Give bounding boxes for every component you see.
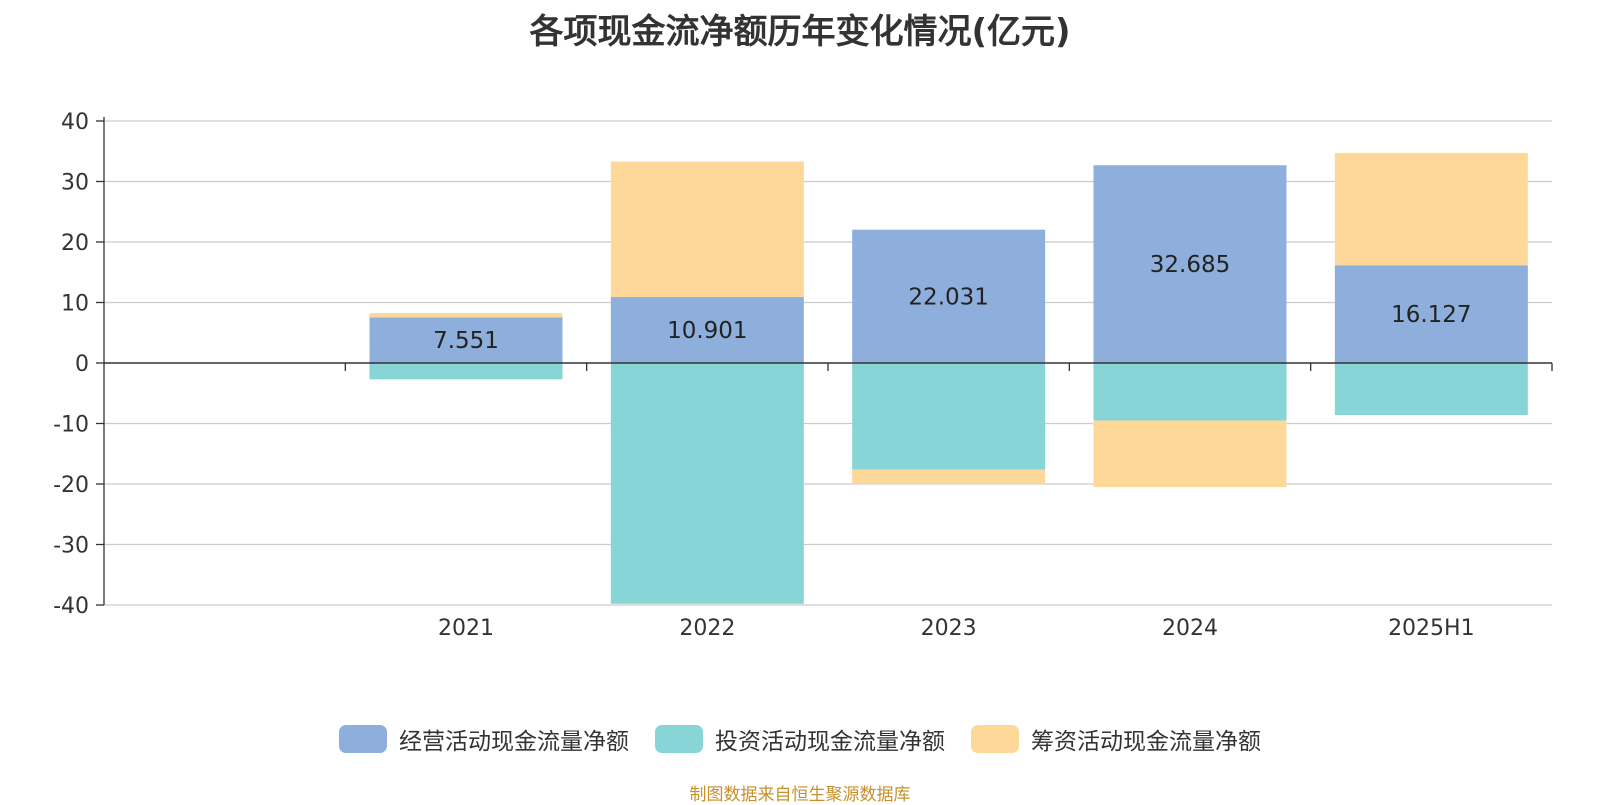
chart-title: 各项现金流净额历年变化情况(亿元) <box>529 12 1071 52</box>
data-label: 32.685 <box>1150 252 1230 278</box>
bar-segment <box>369 317 563 363</box>
bar-segment <box>852 469 1046 484</box>
bar-segment <box>369 313 563 318</box>
data-label: 16.127 <box>1391 302 1471 328</box>
bar-segment <box>1334 152 1528 266</box>
data-label: 22.031 <box>908 284 988 310</box>
bar-segment <box>1093 165 1287 363</box>
x-tick-label: 2025H1 <box>1388 616 1475 641</box>
y-tick-label: -30 <box>53 534 89 559</box>
x-tick-label: 2024 <box>1162 616 1218 641</box>
bar-segment <box>610 161 804 298</box>
y-tick-label: 40 <box>61 110 89 135</box>
legend: 经营活动现金流量净额 投资活动现金流量净额 筹资活动现金流量净额 <box>0 722 1600 756</box>
data-label: 10.901 <box>667 318 747 344</box>
legend-item-investing[interactable]: 投资活动现金流量净额 <box>655 722 945 756</box>
legend-label-operating: 经营活动现金流量净额 <box>399 729 629 755</box>
y-tick-label: 30 <box>61 171 89 196</box>
y-tick-label: -40 <box>53 594 89 619</box>
bar-segment <box>1093 420 1287 488</box>
legend-item-operating[interactable]: 经营活动现金流量净额 <box>339 722 629 756</box>
y-tick-label: 10 <box>61 292 89 317</box>
legend-swatch-financing <box>971 725 1019 753</box>
legend-swatch-operating <box>339 725 387 753</box>
legend-item-financing[interactable]: 筹资活动现金流量净额 <box>971 722 1261 756</box>
bar-segment <box>852 363 1046 470</box>
bar-segment <box>852 229 1046 363</box>
bar-segment <box>610 363 804 604</box>
data-source-note: 制图数据来自恒生聚源数据库 <box>689 785 911 805</box>
y-tick-label: -10 <box>53 413 89 438</box>
x-tick-label: 2021 <box>438 616 494 641</box>
bar-segment <box>369 363 563 380</box>
x-tick-label: 2022 <box>679 616 735 641</box>
y-tick-label: 0 <box>75 352 89 377</box>
legend-label-investing: 投资活动现金流量净额 <box>715 729 945 755</box>
bar-segment <box>610 297 804 363</box>
legend-swatch-investing <box>655 725 703 753</box>
y-tick-label: 20 <box>61 231 89 256</box>
bar-segment <box>1334 363 1528 416</box>
bar-segment <box>1093 363 1287 421</box>
y-tick-label: -20 <box>53 473 89 498</box>
bar-segment <box>1334 265 1528 363</box>
x-tick-label: 2023 <box>921 616 977 641</box>
legend-label-financing: 筹资活动现金流量净额 <box>1031 729 1261 755</box>
data-label: 7.551 <box>433 328 499 354</box>
